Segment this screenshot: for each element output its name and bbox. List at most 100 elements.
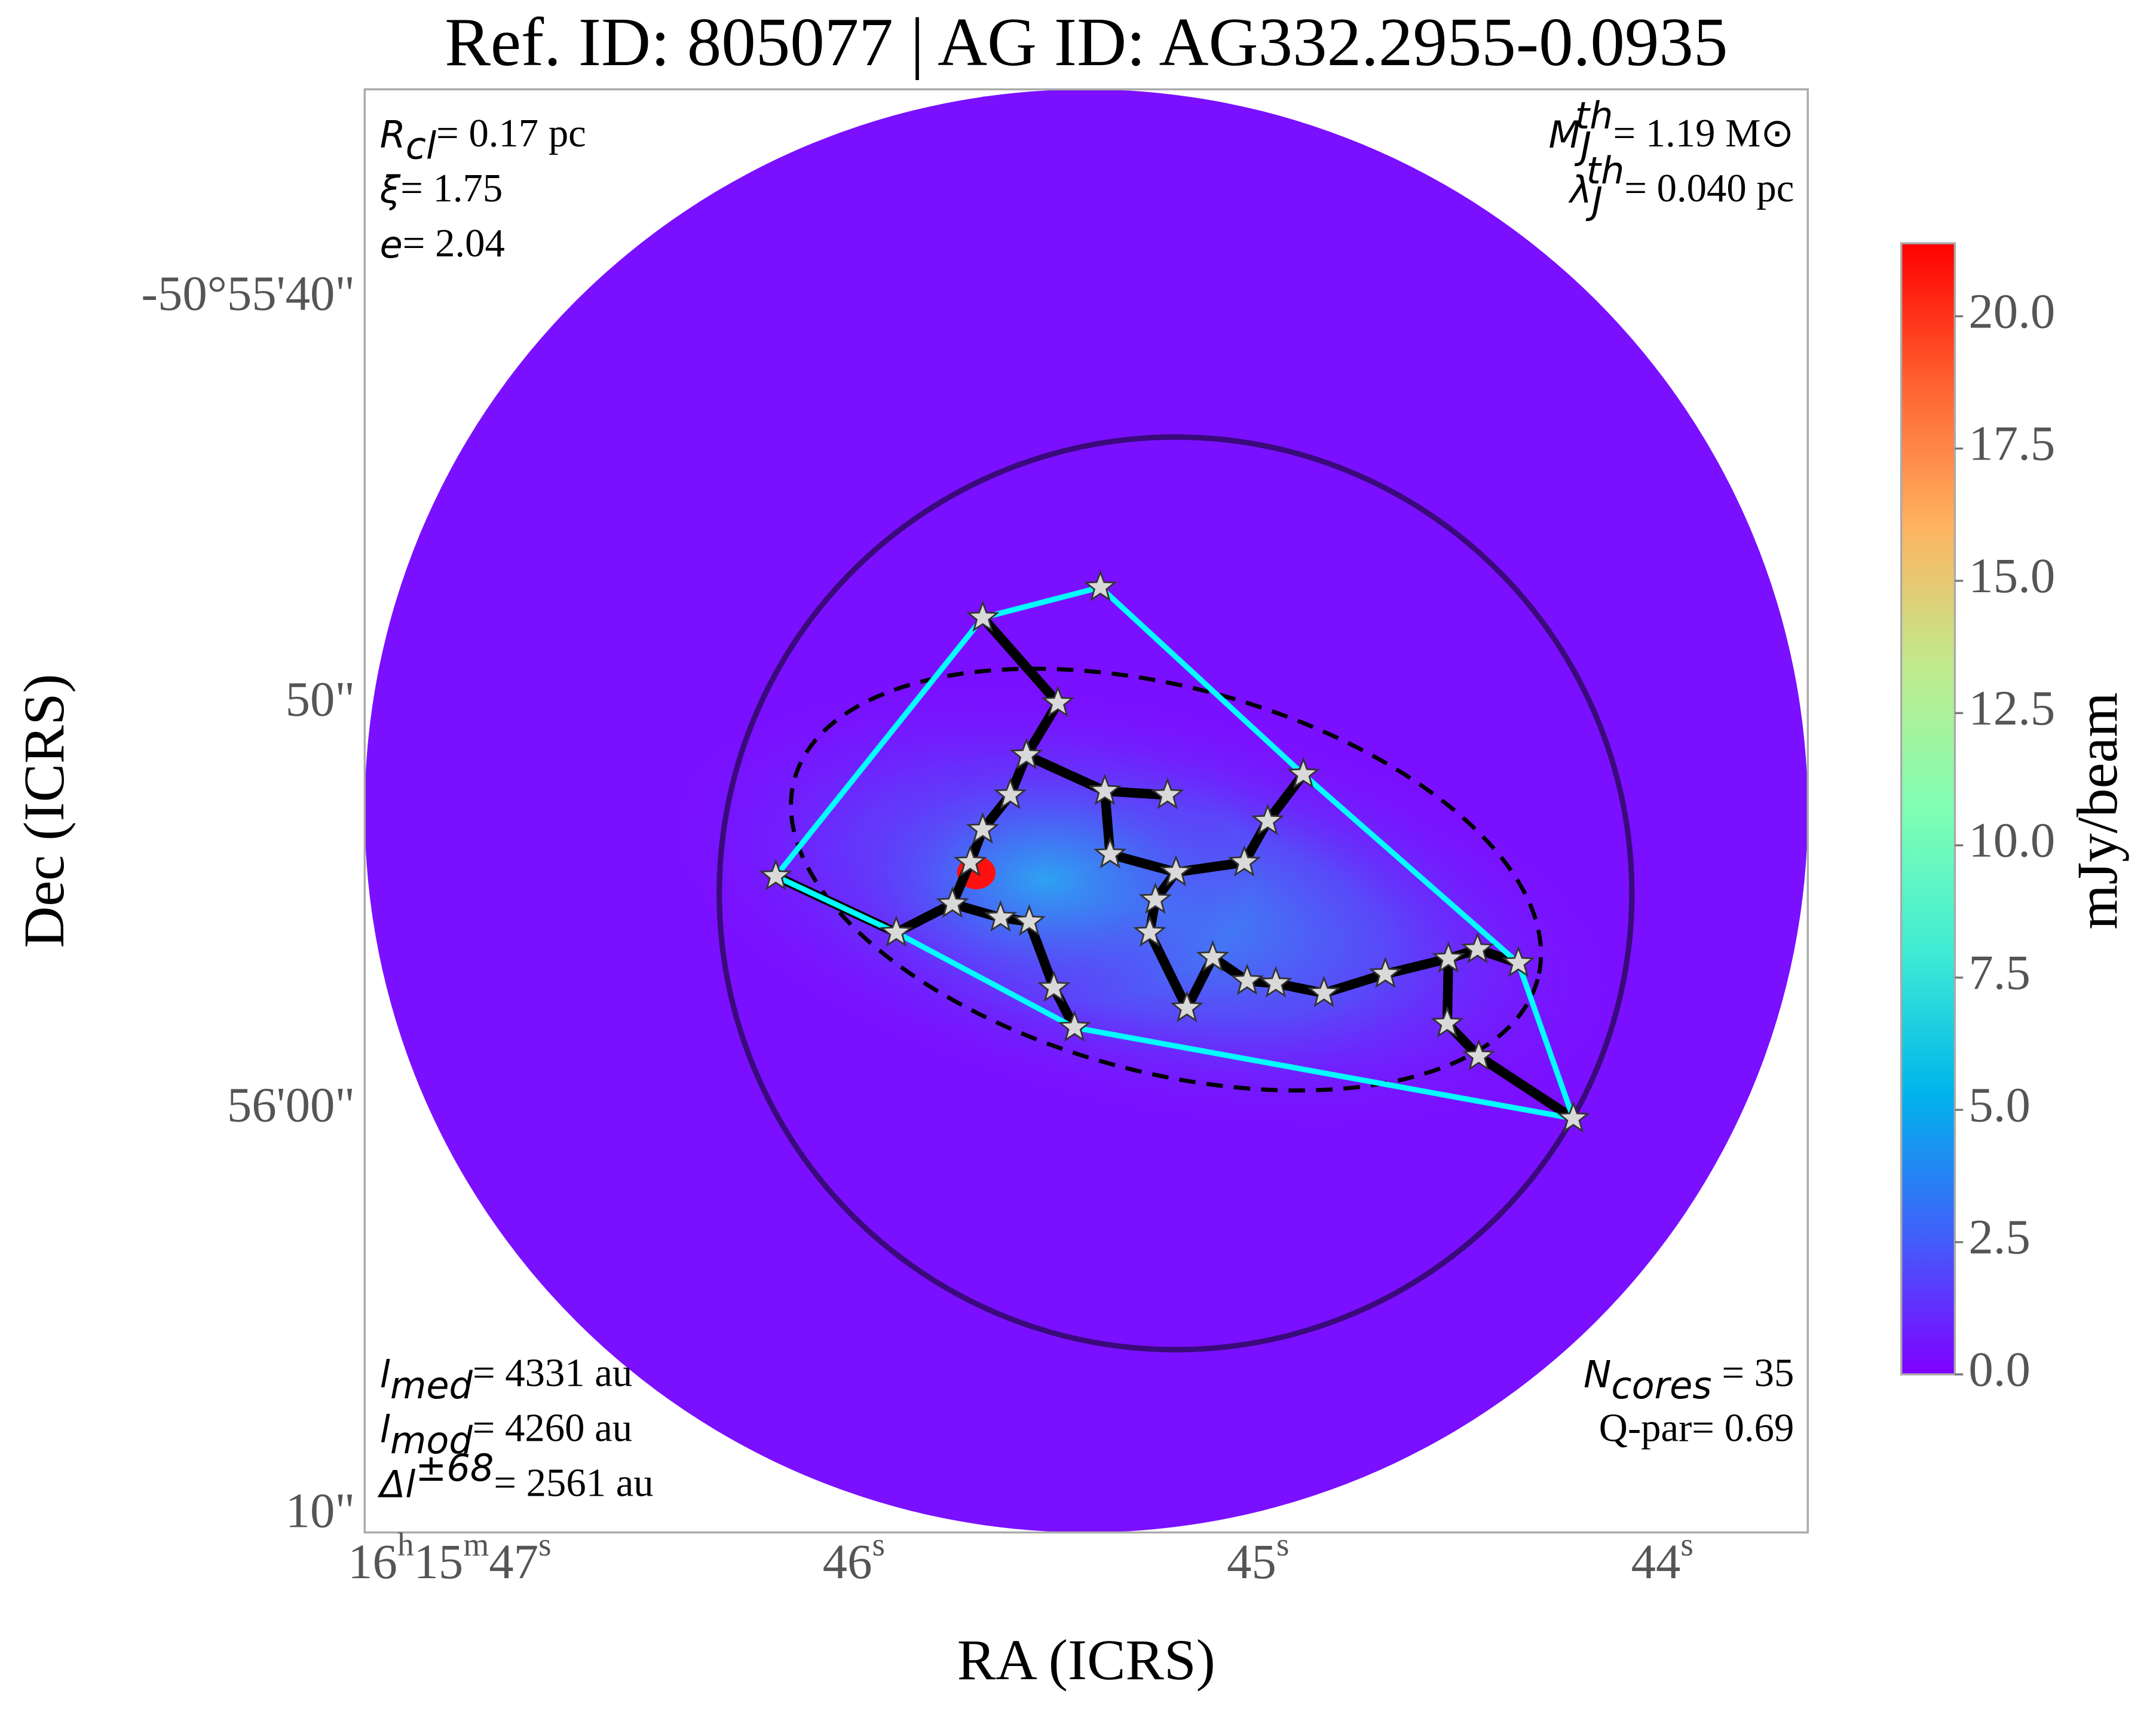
y-tick-label: 50" (286, 671, 356, 726)
core-star (1557, 1101, 1590, 1133)
core-star (1431, 1006, 1464, 1038)
colorbar-tick-label: 20.0 (1968, 283, 2055, 338)
core-star (1251, 803, 1285, 835)
chart-title: Ref. ID: 805077 | AG ID: AG332.2955-0.09… (445, 4, 1728, 80)
x-tick-label: 46s (823, 1526, 885, 1589)
annotation: λJth= 0.040 pc (1568, 149, 1794, 223)
annotation: Ncores = 35 (1584, 1352, 1794, 1407)
mst-edge (1144, 927, 1192, 1013)
y-axis-label: Dec (ICRS) (12, 674, 76, 948)
mst-edge (1024, 917, 1059, 993)
annotation-sym: λ (1568, 168, 1592, 212)
mst-edge (1474, 1051, 1578, 1123)
y-tick-label: 10" (286, 1483, 356, 1538)
core-star (1150, 777, 1184, 810)
core-star (1093, 837, 1127, 869)
core-star (1009, 737, 1043, 770)
core-star (1041, 685, 1075, 718)
annotation: Q-par= 0.69 (1599, 1407, 1794, 1450)
annotation-text: = 35 (1712, 1352, 1794, 1395)
mst-edge (1021, 750, 1110, 796)
colorbar-label: mJy/beam (2065, 692, 2129, 929)
annotation-text: = 1.19 M⊙ (1613, 112, 1794, 155)
annotation-sup: th (1587, 149, 1625, 192)
core-star (993, 777, 1027, 810)
core-star (1196, 939, 1230, 972)
core-star (966, 600, 1000, 632)
cluster-circle (716, 434, 1635, 1353)
core-star (953, 845, 987, 877)
annotation-text: = 2561 au (494, 1462, 653, 1505)
core-star (1230, 963, 1264, 996)
annotation: lmed= 4331 au (380, 1352, 633, 1407)
core-star (1432, 941, 1465, 973)
core-star (1138, 882, 1172, 914)
core-star (1227, 845, 1261, 877)
emission (838, 756, 1251, 1003)
annotation-sym: l (380, 1408, 390, 1451)
core-star (1368, 956, 1402, 988)
core-star (1133, 915, 1166, 947)
colorbar-tick-label: 2.5 (1968, 1209, 2031, 1264)
annotation-sym: l (380, 1353, 390, 1397)
core-star (759, 859, 793, 891)
colorbar (1900, 242, 1956, 1376)
annotation-text: = 0.17 pc (436, 112, 586, 155)
mst-edge (978, 613, 1063, 708)
core-star (1259, 966, 1293, 998)
annotation-sub: cl (406, 124, 436, 167)
annotation: e= 2.04 (380, 222, 505, 267)
core-star (1460, 932, 1494, 964)
core-star (1083, 569, 1117, 602)
core-star (1462, 1039, 1496, 1071)
annotation-sym: ξ (379, 168, 401, 212)
core-star (936, 886, 969, 918)
y-tick-label: 56'00" (227, 1077, 355, 1132)
annotation-text: = 0.040 pc (1624, 167, 1794, 210)
colorbar-tick-label: 17.5 (1968, 416, 2055, 471)
x-tick-label: 16h15m47s (348, 1526, 551, 1589)
annotation: MJth= 1.19 M⊙ (1548, 94, 1794, 168)
colorbar-tick-label: 15.0 (1968, 548, 2055, 603)
annotation: ξ= 1.75 (379, 167, 503, 212)
x-tick-label: 45s (1227, 1526, 1289, 1589)
core-star (880, 915, 913, 947)
marks (759, 569, 1590, 1133)
core-star (984, 900, 1018, 932)
y-tick-label: -50°55'40" (141, 265, 355, 320)
core-star (1012, 904, 1046, 936)
colorbar-tick-label: 5.0 (1968, 1077, 2031, 1132)
colorbar-tick-label: 12.5 (1968, 680, 2055, 735)
annotation: Rcl= 0.17 pc (380, 112, 586, 167)
core-star (1037, 970, 1071, 1002)
annotation-sym: M (1548, 113, 1581, 157)
core-star (1058, 1010, 1091, 1042)
colorbar-tick-label: 0.0 (1968, 1342, 2031, 1397)
core-star (1170, 990, 1204, 1022)
annotation-sub: mod (390, 1419, 473, 1462)
x-axis-label: RA (ICRS) (957, 1628, 1215, 1692)
annotation-text: = 1.75 (400, 167, 503, 210)
annotation-sup: ±68 (415, 1446, 494, 1490)
annotation-sym: N (1584, 1353, 1611, 1397)
annotation-text: = 2.04 (403, 222, 505, 265)
axes: 16h15m47s 46s 45s 44s -50°55'40" 50" 56'00" 10"… (141, 94, 2055, 1589)
annotation-sup: th (1575, 94, 1613, 137)
annotation: lmod= 4260 au (380, 1407, 632, 1462)
annotation-text: = 4331 au (473, 1352, 632, 1395)
annotation-sym: Δl (378, 1463, 416, 1506)
core-star (1502, 945, 1535, 978)
annotation-sym: e (380, 223, 403, 267)
plot-frame (363, 88, 1809, 1534)
annotation-text: Q-par= 0.69 (1599, 1407, 1794, 1450)
annotation-text: = 4260 au (473, 1407, 632, 1450)
core-star (1159, 855, 1193, 887)
annotation-sub: med (390, 1364, 473, 1407)
image-layer (365, 89, 1808, 1533)
annotation: Δl±68= 2561 au (378, 1446, 654, 1506)
core-star (1307, 975, 1341, 1007)
x-tick-label: 44s (1631, 1526, 1693, 1589)
colorbar-tick-label: 7.5 (1968, 945, 2031, 1000)
core-star (1287, 757, 1320, 789)
